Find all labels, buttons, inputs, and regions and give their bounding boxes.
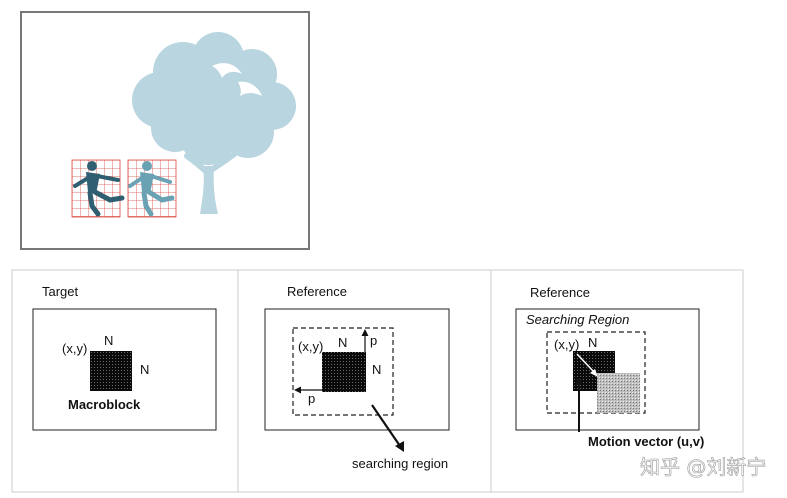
panel-target: Target (x,y) N N Macroblock (32, 284, 217, 431)
search-range-box (292, 327, 394, 416)
coord-label: (x,y) (554, 337, 579, 352)
panel-title: Target (42, 284, 79, 299)
coord-label: (x,y) (298, 339, 323, 354)
p-top-label: p (370, 333, 377, 348)
matched-block (597, 373, 640, 413)
panel-reference-motion: Reference Searching Region (x,y) N Motio… (515, 285, 704, 449)
tree-icon (132, 32, 296, 214)
n-top-label: N (338, 335, 347, 350)
coord-label: (x,y) (62, 341, 87, 356)
panel-title: Reference (530, 285, 590, 300)
n-top-label: N (104, 333, 113, 348)
p-left-label: p (308, 391, 315, 406)
running-person-icon (71, 159, 125, 218)
motion-vector-label: Motion vector (u,v) (588, 434, 704, 449)
illustration (20, 11, 310, 250)
watermark: 知乎 @刘新宁 (640, 455, 766, 479)
macroblock-caption: Macroblock (68, 397, 141, 412)
n-side-label: N (372, 362, 381, 377)
running-person-icon (127, 159, 177, 218)
macroblock (322, 352, 366, 392)
panel-reference-search: Reference (x,y) N N p p searching region (264, 284, 450, 471)
searching-region-title: Searching Region (526, 312, 629, 327)
panels-frame (11, 269, 744, 493)
searching-region-label: searching region (352, 456, 448, 471)
macroblock (90, 351, 132, 391)
search-range-box (546, 331, 646, 414)
n-top-label: N (588, 335, 597, 350)
n-side-label: N (140, 362, 149, 377)
panel-title: Reference (287, 284, 347, 299)
